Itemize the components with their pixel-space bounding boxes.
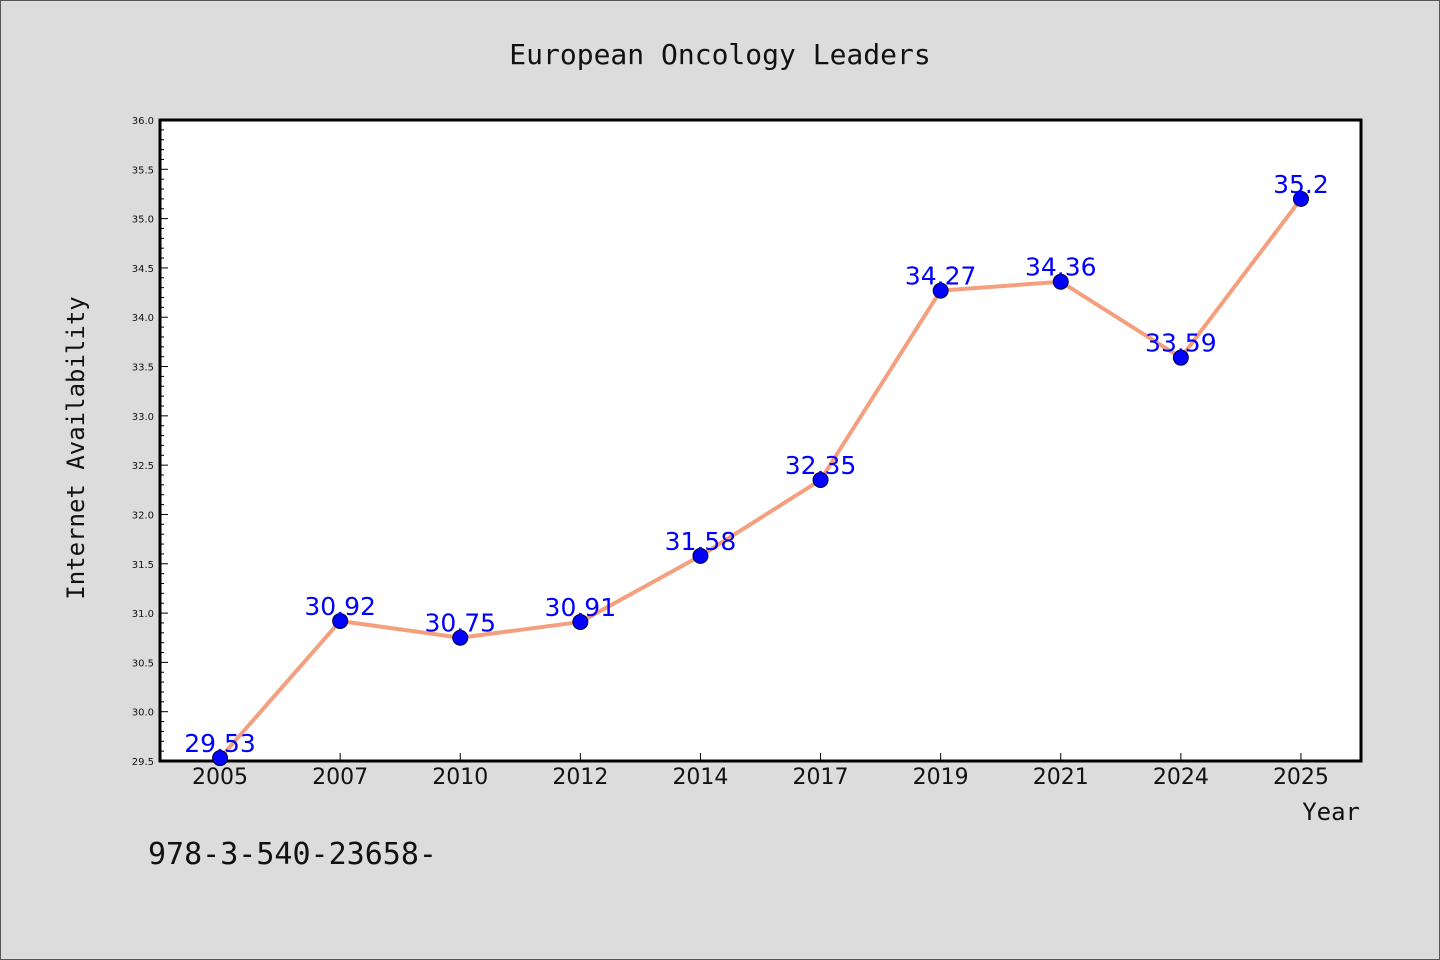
x-tick-label: 2025 bbox=[1273, 765, 1329, 790]
x-tick-label: 2014 bbox=[672, 765, 728, 790]
x-tick-label: 2012 bbox=[552, 765, 608, 790]
data-point bbox=[332, 612, 349, 629]
data-point bbox=[692, 547, 709, 564]
data-point bbox=[572, 613, 589, 630]
data-label: 33.59 bbox=[1145, 329, 1217, 358]
data-label: 30.92 bbox=[304, 592, 376, 621]
y-tick-label: 33.0 bbox=[132, 412, 154, 423]
data-label: 32.35 bbox=[785, 451, 857, 480]
data-point bbox=[932, 282, 949, 299]
y-axis-label: Internet Availability bbox=[62, 296, 90, 599]
y-tick-label: 29.5 bbox=[132, 757, 154, 768]
x-tick-label: 2019 bbox=[913, 765, 969, 790]
data-point bbox=[1292, 190, 1309, 207]
y-tick-label: 35.5 bbox=[132, 165, 154, 176]
y-tick-label: 31.5 bbox=[132, 560, 154, 571]
x-tick-label: 2007 bbox=[312, 765, 368, 790]
y-tick-label: 30.5 bbox=[132, 658, 154, 669]
y-tick-label: 32.5 bbox=[132, 461, 154, 472]
y-tick-label: 36.0 bbox=[132, 116, 154, 127]
x-tick-label: 2017 bbox=[793, 765, 849, 790]
data-markers bbox=[212, 190, 1309, 767]
data-label: 29.53 bbox=[184, 729, 256, 758]
data-label: 30.75 bbox=[424, 609, 496, 638]
data-label: 30.91 bbox=[545, 593, 617, 622]
data-point bbox=[212, 750, 229, 767]
x-axis-label: Year bbox=[1302, 798, 1360, 826]
y-tick-label: 34.5 bbox=[132, 264, 154, 275]
y-tick-label: 32.0 bbox=[132, 510, 154, 521]
footer-isbn: 978-3-540-23658- bbox=[148, 837, 437, 872]
x-tick-label: 2024 bbox=[1153, 765, 1209, 790]
series-line bbox=[218, 197, 1303, 760]
x-tick-label: 2010 bbox=[432, 765, 488, 790]
x-axis: 2005 2007 2010 2012 2014 2017 2019 2021 2024 2025 bbox=[192, 753, 1329, 790]
data-labels: 29.53 30.92 30.75 30.91 31.58 32.35 34.27 34.36… bbox=[184, 170, 1329, 758]
data-point bbox=[452, 629, 469, 646]
data-label: 34.27 bbox=[905, 262, 977, 291]
chart-title: European Oncology Leaders bbox=[509, 38, 930, 71]
plot-area bbox=[158, 118, 1363, 763]
data-label: 35.2 bbox=[1273, 170, 1329, 199]
data-point bbox=[812, 471, 829, 488]
y-tick-label: 31.0 bbox=[132, 609, 154, 620]
data-point bbox=[1052, 273, 1069, 290]
data-label: 34.36 bbox=[1025, 253, 1097, 282]
x-tick-label: 2005 bbox=[192, 765, 248, 790]
y-tick-label: 33.5 bbox=[132, 363, 154, 374]
y-tick-label: 30.0 bbox=[132, 708, 154, 719]
data-point bbox=[1172, 349, 1189, 366]
y-axis: 29.5 30.0 30.5 31.0 31.5 32.0 32.5 33.0 33.5 34.0… bbox=[132, 116, 168, 768]
y-tick-label: 35.0 bbox=[132, 215, 154, 226]
x-tick-label: 2021 bbox=[1033, 765, 1089, 790]
data-label: 31.58 bbox=[665, 527, 737, 556]
y-tick-label: 34.0 bbox=[132, 313, 154, 324]
